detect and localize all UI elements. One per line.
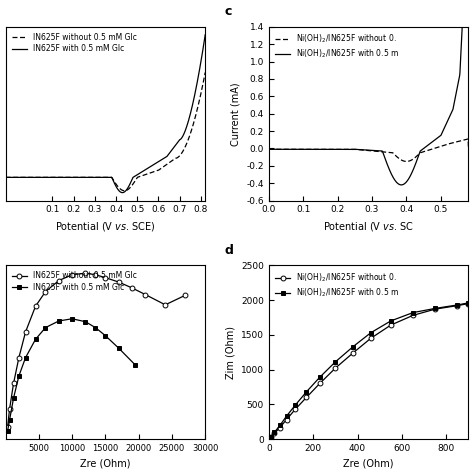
- Text: c: c: [225, 5, 232, 18]
- Y-axis label: Zim (Ohm): Zim (Ohm): [225, 326, 236, 379]
- Legend: Ni(OH)$_2$/IN625F without 0., Ni(OH)$_2$/IN625F with 0.5 m: Ni(OH)$_2$/IN625F without 0., Ni(OH)$_2$…: [273, 31, 401, 63]
- Text: d: d: [225, 244, 234, 256]
- Y-axis label: Current (mA): Current (mA): [231, 82, 241, 146]
- X-axis label: Potential (V $\it{vs}$. SCE): Potential (V $\it{vs}$. SCE): [55, 220, 156, 233]
- Legend: IN625F without 0.5 mM Glc, IN625F with 0.5 mM Glc: IN625F without 0.5 mM Glc, IN625F with 0…: [9, 31, 139, 55]
- Legend: IN625F without 0.5 mM Glc, IN625F with 0.5 mM Glc: IN625F without 0.5 mM Glc, IN625F with 0…: [9, 269, 139, 294]
- Legend: Ni(OH)$_2$/IN625F without 0., Ni(OH)$_2$/IN625F with 0.5 m: Ni(OH)$_2$/IN625F without 0., Ni(OH)$_2$…: [273, 269, 401, 301]
- X-axis label: Potential (V $\it{vs}$. SC: Potential (V $\it{vs}$. SC: [323, 220, 414, 233]
- X-axis label: Zre (Ohm): Zre (Ohm): [343, 458, 394, 468]
- X-axis label: Zre (Ohm): Zre (Ohm): [80, 458, 131, 468]
